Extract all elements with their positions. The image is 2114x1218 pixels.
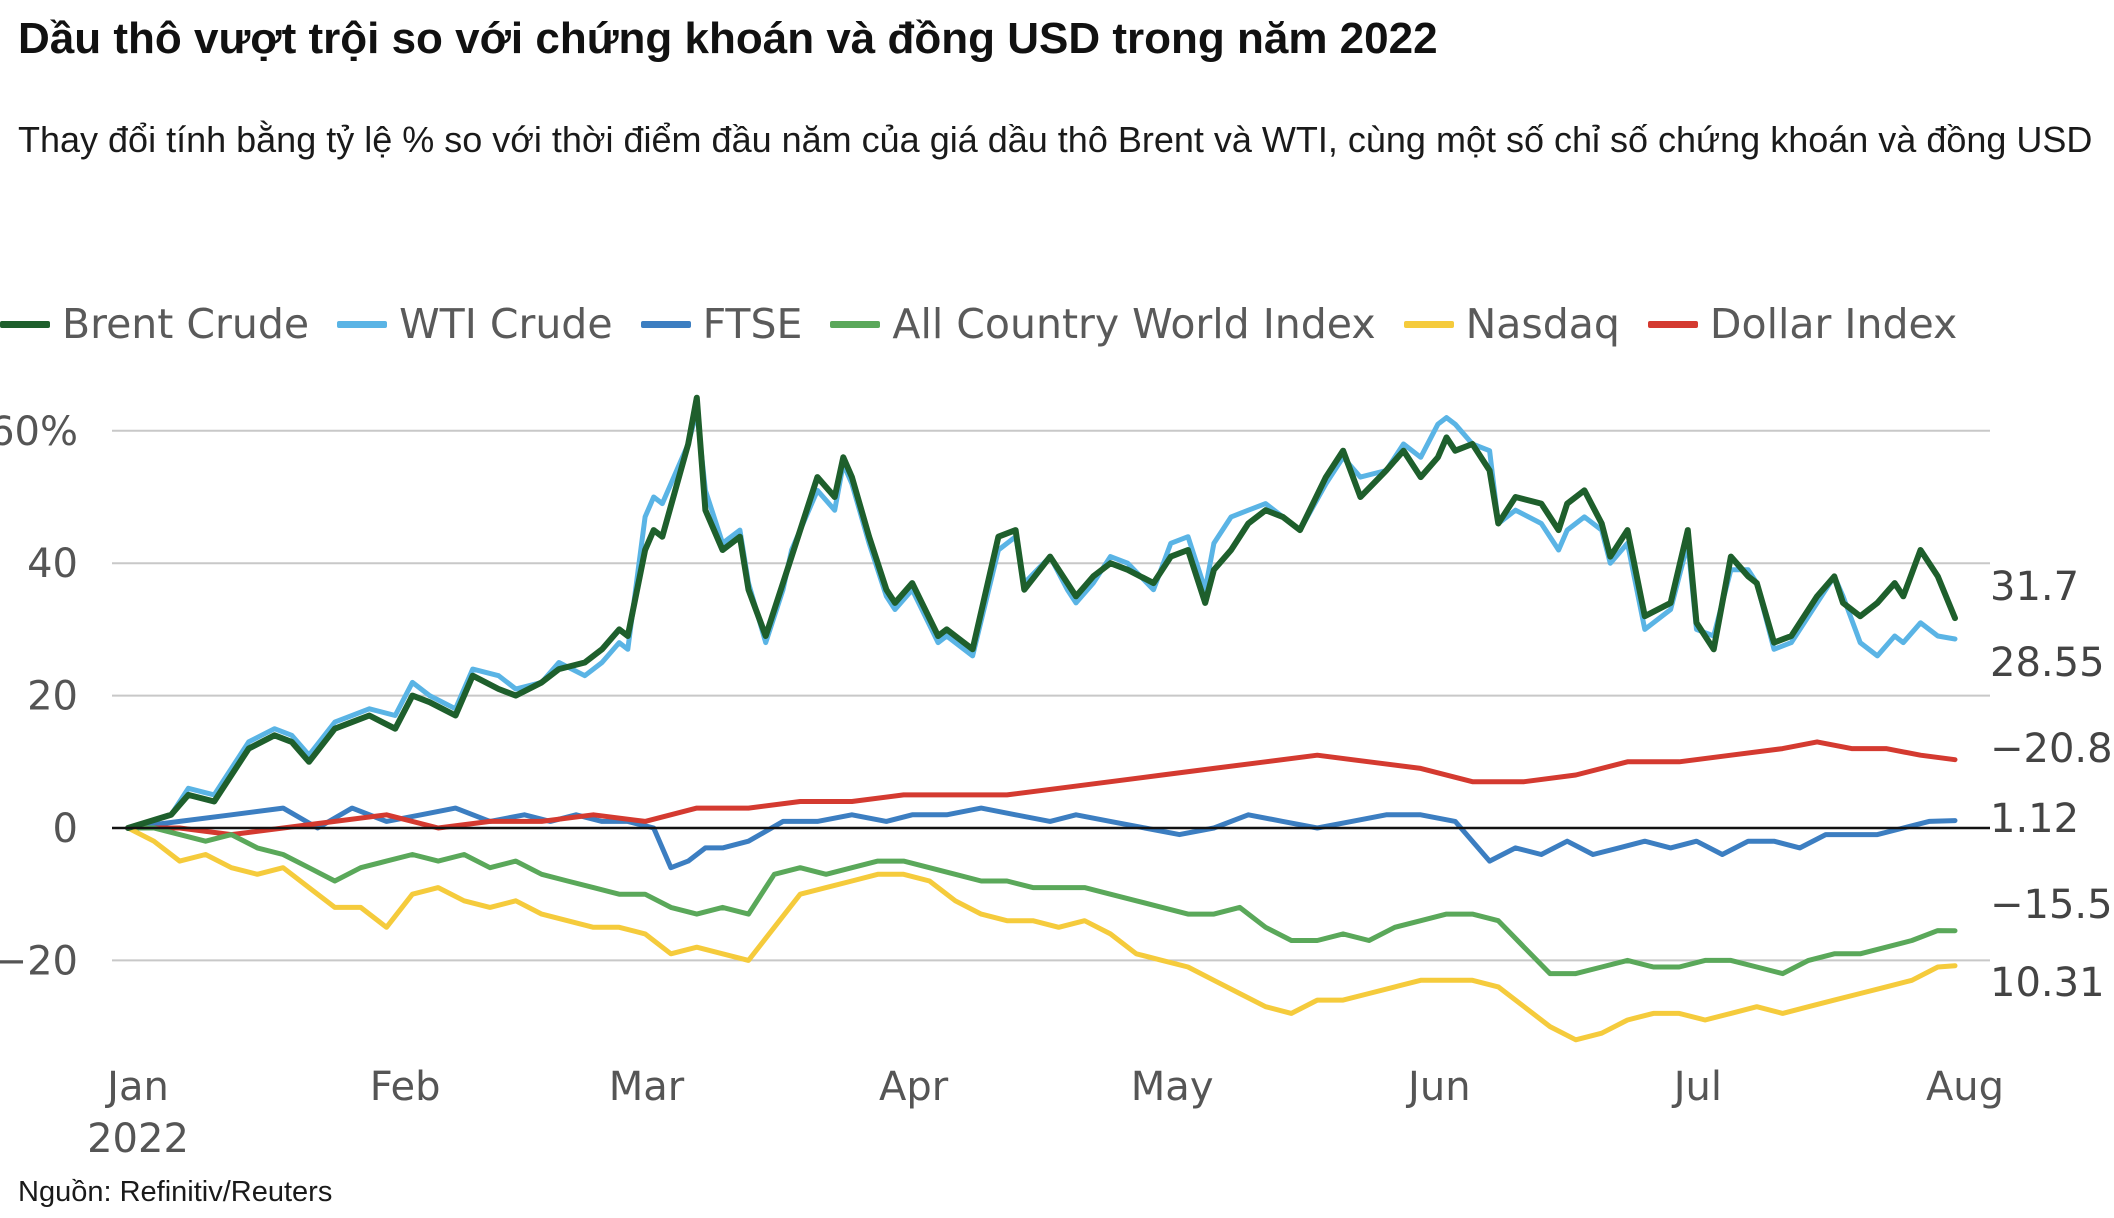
legend-label-acwi: All Country World Index: [892, 300, 1376, 348]
legend-label-wti: WTI Crude: [399, 300, 613, 348]
legend-swatch-nasdaq: [1403, 320, 1454, 328]
end-label-all-country-world-index: −15.51: [1990, 882, 2114, 928]
y-tick-label: 0: [53, 806, 78, 852]
chart-title: Dầu thô vượt trội so với chứng khoán và …: [18, 14, 1438, 63]
legend-label-brent: Brent Crude: [62, 300, 310, 348]
end-label-ftse: 1.12: [1990, 796, 2079, 842]
series-line-wti-crude: [125, 408, 1958, 831]
x-tick-label: Feb: [370, 1064, 441, 1110]
legend-item-dollar: Dollar Index: [1647, 300, 1958, 348]
x-tick-label: Aug: [1926, 1064, 2004, 1110]
x-tick-label: Jul: [1671, 1064, 1722, 1110]
y-tick-label: 60%: [0, 409, 78, 455]
legend-swatch-acwi: [830, 320, 881, 328]
x-tick-sublabel: 2022: [87, 1116, 189, 1162]
legend-item-ftse: FTSE: [640, 300, 803, 348]
legend-swatch-dollar: [1647, 320, 1698, 328]
chart-legend: Brent Crude WTI Crude FTSE All Country W…: [0, 296, 1985, 352]
end-label-nasdaq: −20.8: [1990, 726, 2113, 772]
legend-item-nasdaq: Nasdaq: [1403, 300, 1620, 348]
chart-subtitle: Thay đổi tính bằng tỷ lệ % so với thời đ…: [18, 119, 2093, 160]
legend-label-ftse: FTSE: [702, 300, 803, 348]
series-line-all-country-world-index: [125, 825, 1958, 977]
y-tick-label: 40: [27, 541, 78, 587]
legend-item-wti: WTI Crude: [337, 300, 613, 348]
source-note: Nguồn: Refinitiv/Reuters: [18, 1176, 333, 1208]
x-tick-label: Jan: [104, 1064, 169, 1110]
legend-label-dollar: Dollar Index: [1709, 300, 1958, 348]
x-tick-label: Apr: [879, 1064, 949, 1110]
x-tick-label: May: [1131, 1064, 1214, 1110]
x-tick-label: Jun: [1405, 1064, 1471, 1110]
end-label-wti-crude: 28.55: [1990, 640, 2105, 686]
y-tick-label: −20: [0, 938, 78, 984]
legend-item-brent: Brent Crude: [0, 300, 309, 348]
end-label-brent-crude: 31.7: [1990, 564, 2079, 610]
series-line-brent-crude: [125, 394, 1958, 831]
y-tick-label: 20: [27, 674, 78, 720]
legend-swatch-ftse: [640, 320, 691, 328]
x-tick-label: Mar: [609, 1064, 685, 1110]
legend-item-acwi: All Country World Index: [830, 300, 1376, 348]
legend-label-nasdaq: Nasdaq: [1465, 300, 1620, 348]
series-line-ftse: [125, 805, 1958, 871]
series-line-nasdaq: [125, 825, 1958, 1043]
legend-swatch-brent: [0, 320, 50, 328]
legend-swatch-wti: [337, 320, 388, 328]
end-label-dollar-index: 10.31: [1990, 960, 2105, 1006]
